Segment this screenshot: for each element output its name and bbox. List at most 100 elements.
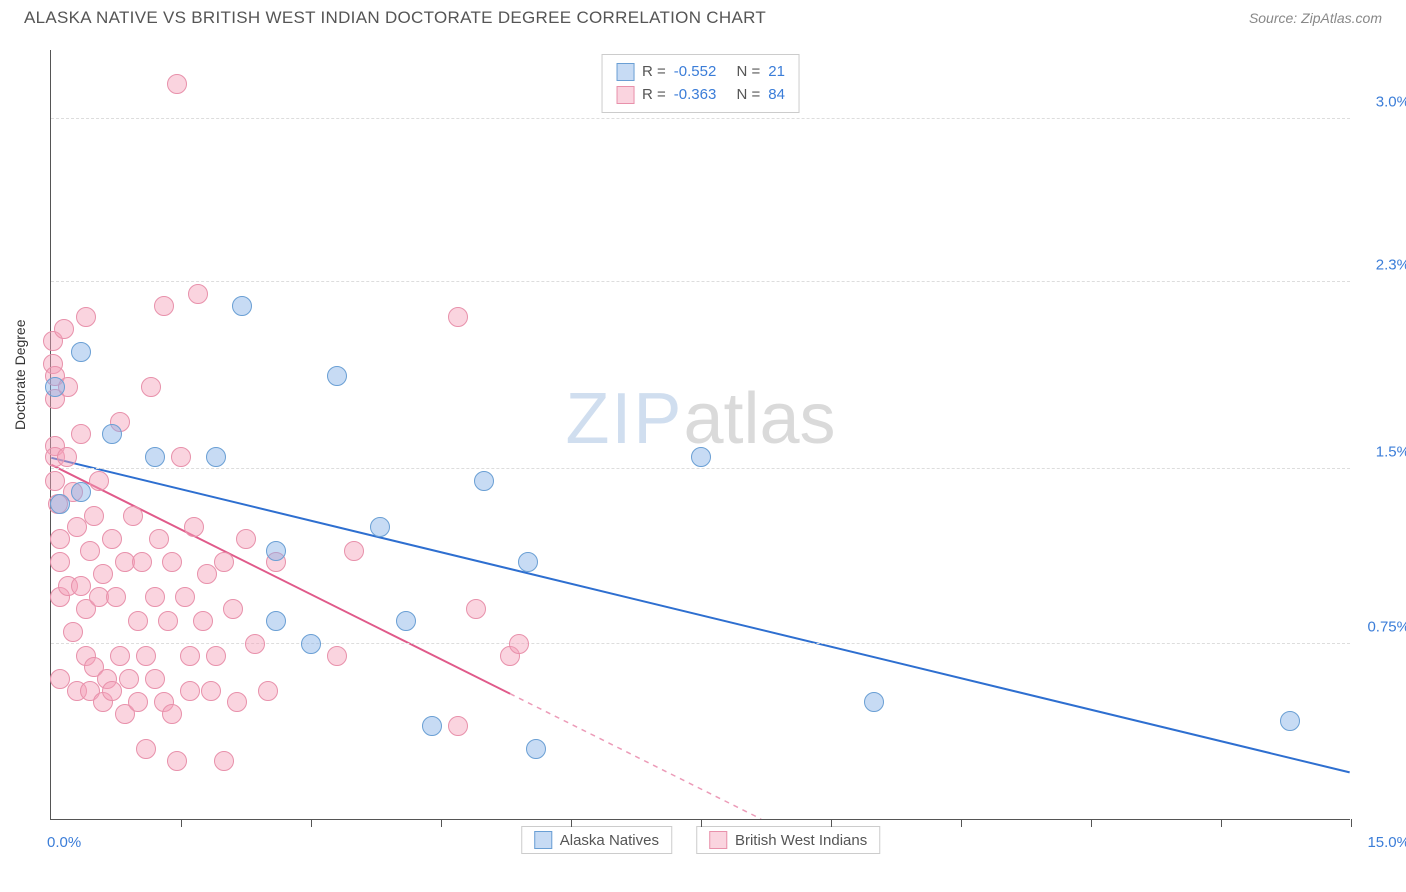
- data-point-pink: [171, 447, 191, 467]
- data-point-blue: [102, 424, 122, 444]
- r-label: R =: [642, 84, 666, 107]
- correlation-row-blue: R = -0.552 N = 21: [616, 61, 785, 84]
- data-point-pink: [141, 377, 161, 397]
- x-max-label: 15.0%: [1367, 834, 1406, 851]
- data-point-blue: [232, 296, 252, 316]
- data-point-pink: [102, 681, 122, 701]
- y-tick-label: 3.0%: [1376, 94, 1406, 111]
- x-tick: [961, 819, 962, 827]
- data-point-pink: [214, 552, 234, 572]
- y-tick-label: 0.75%: [1367, 619, 1406, 636]
- data-point-blue: [301, 634, 321, 654]
- y-tick-label: 2.3%: [1376, 257, 1406, 274]
- gridline: [51, 118, 1350, 119]
- data-point-pink: [84, 506, 104, 526]
- data-point-pink: [89, 471, 109, 491]
- n-value-pink: 84: [768, 84, 785, 107]
- data-point-blue: [50, 494, 70, 514]
- r-value-blue: -0.552: [674, 61, 717, 84]
- data-point-pink: [175, 587, 195, 607]
- x-tick: [571, 819, 572, 827]
- data-point-pink: [50, 669, 70, 689]
- series-legend: Alaska Natives British West Indians: [521, 826, 881, 854]
- correlation-row-pink: R = -0.363 N = 84: [616, 84, 785, 107]
- x-tick: [701, 819, 702, 827]
- legend-item-pink: British West Indians: [696, 826, 880, 854]
- data-point-pink: [206, 646, 226, 666]
- data-point-pink: [110, 646, 130, 666]
- data-point-blue: [396, 611, 416, 631]
- data-point-blue: [474, 471, 494, 491]
- legend-label-blue: Alaska Natives: [560, 832, 659, 849]
- x-tick: [1351, 819, 1352, 827]
- data-point-blue: [526, 739, 546, 759]
- data-point-pink: [167, 751, 187, 771]
- data-point-pink: [214, 751, 234, 771]
- gridline: [51, 281, 1350, 282]
- swatch-pink: [709, 831, 727, 849]
- data-point-pink: [149, 529, 169, 549]
- data-point-pink: [145, 587, 165, 607]
- data-point-pink: [45, 471, 65, 491]
- data-point-pink: [180, 681, 200, 701]
- data-point-pink: [227, 692, 247, 712]
- data-point-blue: [422, 716, 442, 736]
- x-tick: [441, 819, 442, 827]
- data-point-pink: [128, 611, 148, 631]
- data-point-pink: [67, 517, 87, 537]
- data-point-pink: [71, 424, 91, 444]
- legend-item-blue: Alaska Natives: [521, 826, 672, 854]
- data-point-pink: [136, 646, 156, 666]
- data-point-pink: [145, 669, 165, 689]
- data-point-pink: [80, 541, 100, 561]
- chart-title: ALASKA NATIVE VS BRITISH WEST INDIAN DOC…: [24, 8, 766, 28]
- data-point-blue: [266, 541, 286, 561]
- data-point-pink: [223, 599, 243, 619]
- data-point-blue: [518, 552, 538, 572]
- data-point-pink: [154, 296, 174, 316]
- data-point-pink: [197, 564, 217, 584]
- data-point-pink: [184, 517, 204, 537]
- x-tick: [1221, 819, 1222, 827]
- watermark-zip: ZIP: [565, 379, 683, 459]
- n-value-blue: 21: [768, 61, 785, 84]
- data-point-pink: [201, 681, 221, 701]
- data-point-pink: [54, 319, 74, 339]
- x-tick: [311, 819, 312, 827]
- data-point-blue: [145, 447, 165, 467]
- x-tick: [831, 819, 832, 827]
- data-point-pink: [63, 622, 83, 642]
- data-point-blue: [266, 611, 286, 631]
- data-point-pink: [344, 541, 364, 561]
- data-point-pink: [158, 611, 178, 631]
- data-point-pink: [102, 529, 122, 549]
- data-point-blue: [691, 447, 711, 467]
- y-axis-label: Doctorate Degree: [12, 319, 28, 430]
- data-point-pink: [123, 506, 143, 526]
- data-point-pink: [50, 552, 70, 572]
- data-point-pink: [50, 529, 70, 549]
- data-point-blue: [45, 377, 65, 397]
- data-point-pink: [448, 307, 468, 327]
- data-point-pink: [448, 716, 468, 736]
- data-point-pink: [167, 74, 187, 94]
- data-point-blue: [864, 692, 884, 712]
- data-point-pink: [245, 634, 265, 654]
- correlation-legend: R = -0.552 N = 21 R = -0.363 N = 84: [601, 54, 800, 113]
- x-min-label: 0.0%: [47, 834, 81, 851]
- data-point-pink: [180, 646, 200, 666]
- data-point-pink: [258, 681, 278, 701]
- data-point-blue: [327, 366, 347, 386]
- data-point-pink: [466, 599, 486, 619]
- data-point-blue: [71, 482, 91, 502]
- x-tick: [181, 819, 182, 827]
- data-point-pink: [93, 564, 113, 584]
- data-point-pink: [106, 587, 126, 607]
- data-point-pink: [76, 307, 96, 327]
- n-label: N =: [737, 84, 761, 107]
- data-point-blue: [71, 342, 91, 362]
- x-tick: [1091, 819, 1092, 827]
- gridline: [51, 468, 1350, 469]
- data-point-pink: [119, 669, 139, 689]
- data-point-blue: [1280, 711, 1300, 731]
